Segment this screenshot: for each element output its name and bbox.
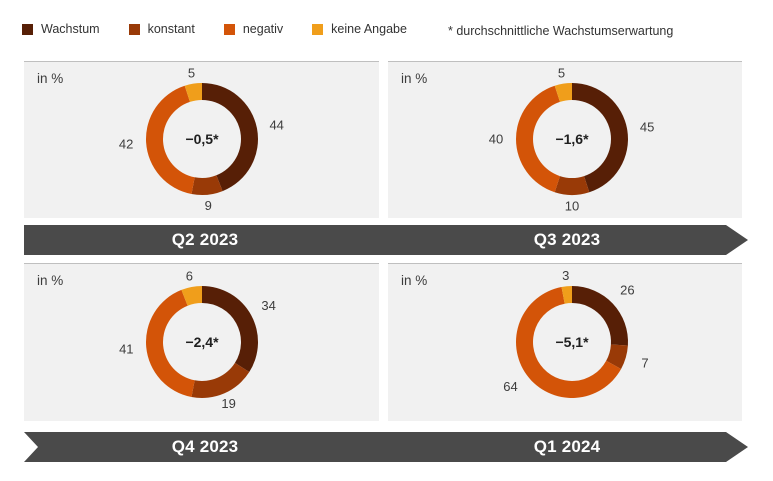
donut-segment-negativ bbox=[515, 286, 622, 398]
segment-value-label: 10 bbox=[565, 199, 579, 214]
unit-label: in % bbox=[37, 273, 64, 288]
legend-label-keine-angabe: keine Angabe bbox=[331, 22, 407, 36]
segment-value-label: 34 bbox=[261, 298, 275, 313]
donut-segment-wachstum bbox=[572, 83, 628, 193]
donut-chart-q4-2023: 34 19 41 6 −2,4* bbox=[119, 269, 276, 411]
legend: Wachstum konstant negativ keine Angabe bbox=[22, 22, 407, 36]
legend-label-konstant: konstant bbox=[147, 22, 195, 36]
panel-q3-2023: 45 10 40 5 −1,6* in % bbox=[388, 61, 742, 218]
donut-segment-negativ bbox=[145, 289, 195, 398]
segment-value-label: 19 bbox=[221, 396, 235, 411]
legend-item-konstant: konstant bbox=[128, 22, 195, 36]
panel-q2-2023: 44 9 42 5 −0,5* in % bbox=[24, 61, 379, 218]
segment-value-label: 64 bbox=[503, 379, 517, 394]
donut-segment-wachstum bbox=[202, 286, 258, 373]
legend-item-wachstum: Wachstum bbox=[22, 22, 100, 36]
footnote-average-growth-expectation: * durchschnittliche Wachstumserwartung bbox=[448, 24, 674, 38]
panel-q4-2023: 34 19 41 6 −2,4* in % bbox=[24, 263, 379, 421]
donut-segment-keine-angabe bbox=[561, 286, 572, 304]
donut-segment-negativ bbox=[516, 85, 560, 193]
banner-label-q3-2023: Q3 2023 bbox=[533, 230, 601, 249]
unit-label: in % bbox=[401, 273, 428, 288]
segment-value-label: 26 bbox=[620, 283, 634, 298]
legend-label-negativ: negativ bbox=[242, 22, 284, 36]
donut-segment-wachstum bbox=[202, 83, 259, 192]
quarter-banner-row-2: Q4 2023 Q1 2024 bbox=[24, 432, 748, 462]
legend-swatch-keine-angabe-icon bbox=[312, 23, 324, 35]
quarter-banner-row-1: Q2 2023 Q3 2023 bbox=[24, 225, 748, 255]
segment-value-label: 3 bbox=[562, 268, 569, 283]
donut-segment-konstant bbox=[191, 175, 223, 196]
donut-chart-q2-2023: 44 9 42 5 −0,5* bbox=[119, 65, 284, 213]
donut-segment-konstant bbox=[191, 362, 250, 399]
donut-center-value: −2,4* bbox=[185, 334, 219, 350]
donut-segment-keine-angabe bbox=[184, 83, 202, 102]
donut-center-value: −5,1* bbox=[555, 334, 589, 350]
legend-item-keine-angabe: keine Angabe bbox=[312, 22, 407, 36]
donut-chart-q3-2023: 45 10 40 5 −1,6* bbox=[489, 65, 655, 214]
segment-value-label: 40 bbox=[489, 132, 503, 147]
segment-value-label: 9 bbox=[205, 198, 212, 213]
segment-value-label: 42 bbox=[119, 136, 133, 151]
panel-q1-2024: 26 7 64 3 −5,1* in % bbox=[388, 263, 742, 421]
legend-swatch-wachstum-icon bbox=[22, 23, 33, 35]
donut-segment-keine-angabe bbox=[554, 83, 572, 102]
donut-segment-konstant bbox=[554, 176, 590, 195]
banner-label-q2-2023: Q2 2023 bbox=[171, 230, 239, 249]
donut-chart-q1-2024: 26 7 64 3 −5,1* bbox=[503, 268, 649, 398]
legend-swatch-negativ-icon bbox=[223, 23, 235, 35]
donut-segment-negativ bbox=[145, 85, 195, 195]
donut-center-value: −0,5* bbox=[185, 131, 219, 147]
legend-label-wachstum: Wachstum bbox=[41, 22, 100, 36]
segment-value-label: 6 bbox=[186, 269, 193, 284]
donut-segment-konstant bbox=[606, 344, 628, 369]
segment-value-label: 5 bbox=[558, 65, 565, 80]
segment-value-label: 45 bbox=[640, 120, 654, 135]
banner-label-q1-2024: Q1 2024 bbox=[533, 437, 601, 456]
unit-label: in % bbox=[37, 71, 64, 86]
banner-label-q4-2023: Q4 2023 bbox=[171, 437, 239, 456]
donut-segment-wachstum bbox=[572, 286, 629, 346]
segment-value-label: 41 bbox=[119, 342, 133, 357]
segment-value-label: 7 bbox=[641, 356, 648, 371]
legend-swatch-konstant-icon bbox=[128, 23, 140, 35]
legend-item-negativ: negativ bbox=[223, 22, 284, 36]
segment-value-label: 44 bbox=[269, 117, 283, 132]
segment-value-label: 5 bbox=[188, 65, 195, 80]
donut-center-value: −1,6* bbox=[555, 131, 589, 147]
unit-label: in % bbox=[401, 71, 428, 86]
donut-segment-keine-angabe bbox=[181, 286, 202, 306]
